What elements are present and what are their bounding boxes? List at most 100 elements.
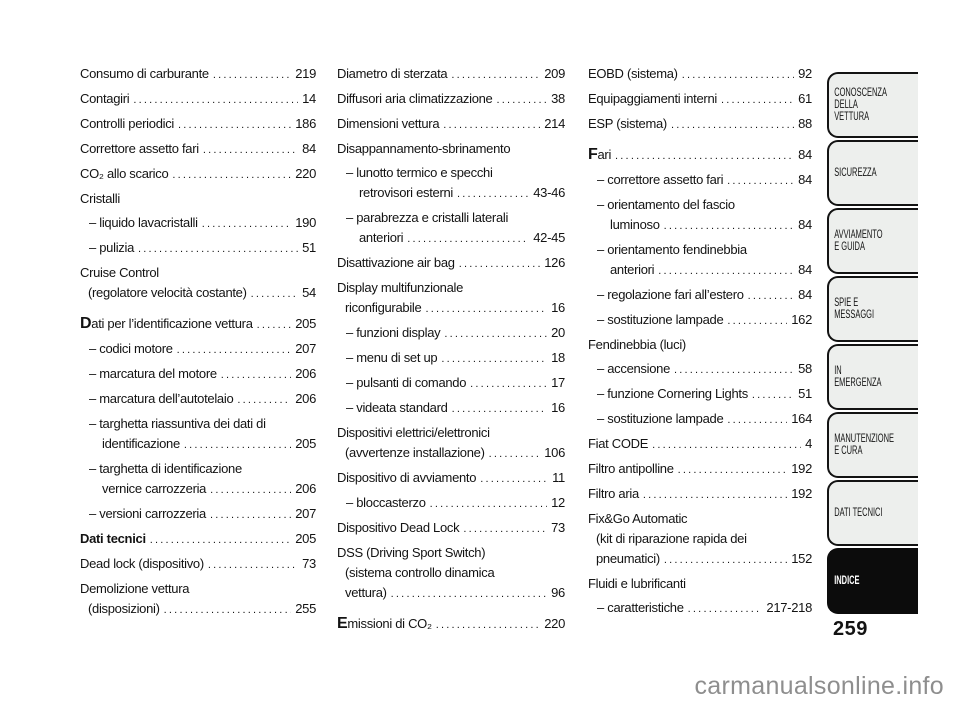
entry-label: – targhetta riassuntiva dei dati di <box>89 416 266 431</box>
entry-label: Demolizione vettura <box>80 581 190 596</box>
dot-leader <box>441 348 547 369</box>
index-entry: Dispositivo Dead Lock 73 <box>337 518 565 539</box>
entry-page-number: 219 <box>295 66 316 81</box>
section-tab-dati-tecnici: DATI TECNICI <box>827 480 918 546</box>
entry-label: – orientamento del fascio <box>597 197 735 212</box>
index-column-middle: Diametro di sterzata 209 Diffusori aria cl… <box>337 64 565 639</box>
entry-label: Equipaggiamenti interni <box>588 91 717 106</box>
section-tab-label: CONOSCENZA DELLA VETTURA <box>834 87 887 123</box>
entry-page-number: 38 <box>551 91 565 106</box>
dot-leader <box>463 518 547 539</box>
index-entry-line: Diametro di sterzata 209 <box>337 64 565 85</box>
section-tab-label: MANUTENZIONE E CURA <box>834 433 894 457</box>
index-entry: – lunotto termico e specchi retrovisori e… <box>337 163 565 204</box>
index-entry-line: vernice carrozzeria 206 <box>89 479 316 500</box>
index-entry-line: – accensione 58 <box>597 359 812 380</box>
dot-leader <box>430 493 548 514</box>
entry-label: – regolazione fari all’estero <box>597 287 744 302</box>
index-entry: – marcatura del motore 206 <box>80 364 316 385</box>
index-column-left: Consumo di carburante 219 Contagiri 14 Contr… <box>80 64 316 624</box>
index-entry-line: – funzioni display 20 <box>346 323 565 344</box>
index-entry-line: Filtro antipolline 192 <box>588 459 812 480</box>
entry-page-number: 16 <box>551 400 565 415</box>
section-tab-in-emergenza: IN EMERGENZA <box>827 344 918 410</box>
entry-page-number: 84 <box>798 217 812 232</box>
index-entry: – orientamento del fascio luminoso 84 <box>588 195 812 236</box>
entry-lead-letter: F <box>588 146 598 163</box>
section-tab-label: SICUREZZA <box>834 167 877 179</box>
section-tab-avviamento-e-guida: AVVIAMENTO E GUIDA <box>827 208 918 274</box>
index-entry: Consumo di carburante 219 <box>80 64 316 85</box>
entry-page-number: 84 <box>798 172 812 187</box>
entry-lead-letter: E <box>337 615 348 632</box>
entry-label: Diametro di sterzata <box>337 66 448 81</box>
page-number: 259 <box>833 618 868 640</box>
entry-page-number: 190 <box>295 215 316 230</box>
index-entry-line: Diffusori aria climatizzazione 38 <box>337 89 565 110</box>
index-entry-line: Display multifunzionale <box>337 278 565 298</box>
entry-page-number: 14 <box>302 91 316 106</box>
entry-page-number: 205 <box>295 436 316 451</box>
entry-page-number: 11 <box>552 470 565 485</box>
index-entry: CO₂ allo scarico 220 <box>80 164 316 185</box>
entry-label: – orientamento fendinebbia <box>597 242 747 257</box>
entry-label: Contagiri <box>80 91 130 106</box>
dot-leader <box>177 339 292 360</box>
index-entry-line: – versioni carrozzeria 207 <box>89 504 316 525</box>
entry-page-number: 205 <box>295 316 316 331</box>
index-entry-line: identificazione 205 <box>89 434 316 455</box>
entry-label: – marcatura dell’autotelaio <box>89 391 234 406</box>
entry-label: Dispositivo di avviamento <box>337 470 477 485</box>
index-entry-line: – sostituzione lampade 164 <box>597 409 812 430</box>
entry-label: Fiat CODE <box>588 436 649 451</box>
entry-page-number: 92 <box>798 66 812 81</box>
dot-leader <box>425 298 547 319</box>
index-entry: – funzioni display 20 <box>337 323 565 344</box>
index-entry: – pulizia 51 <box>80 238 316 259</box>
entry-page-number: 61 <box>798 91 812 106</box>
index-entry: Dispositivo di avviamento 11 <box>337 468 565 489</box>
dot-leader <box>459 253 541 274</box>
entry-label: ESP (sistema) <box>588 116 667 131</box>
dot-leader <box>150 529 291 550</box>
entry-lead-letter: D <box>80 315 92 332</box>
index-column-right: EOBD (sistema) 92 Equipaggiamenti interni 6… <box>588 64 812 623</box>
dot-leader <box>133 89 298 110</box>
index-entry: – targhetta riassuntiva dei dati di ident… <box>80 414 316 455</box>
dot-leader <box>407 228 529 249</box>
entry-page-number: 58 <box>798 361 812 376</box>
entry-page-number: 18 <box>551 350 565 365</box>
dot-leader <box>752 384 794 405</box>
index-entry-line: – bloccasterzo 12 <box>346 493 565 514</box>
index-entry: DSS (Driving Sport Switch) (sistema contr… <box>337 543 565 604</box>
entry-page-number: 164 <box>791 411 812 426</box>
dot-leader <box>221 364 291 385</box>
entry-label: (kit di riparazione rapida dei <box>596 531 747 546</box>
index-entry-line: Cristalli <box>80 189 316 209</box>
dot-leader <box>489 443 541 464</box>
dot-leader <box>457 183 529 204</box>
dot-leader <box>202 213 291 234</box>
entry-page-number: 220 <box>544 616 565 631</box>
section-tab-label: SPIE E MESSAGGI <box>834 297 875 321</box>
entry-label: Dati tecnici <box>80 531 146 546</box>
entry-label: – codici motore <box>89 341 173 356</box>
entry-page-number: 152 <box>791 551 812 566</box>
index-entry: Emissioni di CO₂ 220 <box>337 614 565 635</box>
entry-page-number: 217-218 <box>766 600 812 615</box>
entry-label: Dispositivi elettrici/elettronici <box>337 425 490 440</box>
entry-label: – accensione <box>597 361 671 376</box>
index-entry: – liquido lavacristalli 190 <box>80 213 316 234</box>
index-entry-line: Disappannamento-sbrinamento <box>337 139 565 159</box>
entry-page-number: 84 <box>798 147 812 162</box>
entry-page-number: 206 <box>295 366 316 381</box>
entry-label: – caratteristiche <box>597 600 684 615</box>
entry-page-number: 42-45 <box>533 230 565 245</box>
index-entry: Diametro di sterzata 209 <box>337 64 565 85</box>
dot-leader <box>210 479 291 500</box>
index-entry: ESP (sistema) 88 <box>588 114 812 135</box>
index-entry: Fluidi e lubrificanti <box>588 574 812 594</box>
entry-page-number: 51 <box>302 240 316 255</box>
dot-leader <box>721 89 794 110</box>
entry-page-number: 206 <box>295 481 316 496</box>
